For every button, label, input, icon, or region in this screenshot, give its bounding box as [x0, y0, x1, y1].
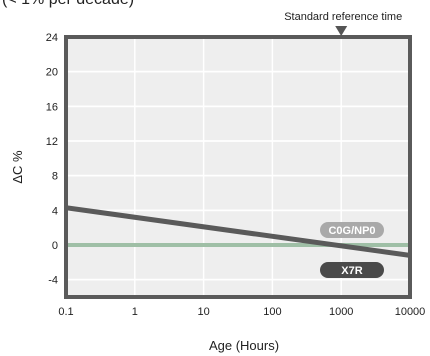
y-tick-label: 4: [52, 205, 58, 217]
y-tick-label: 8: [52, 171, 58, 183]
series-group: [66, 205, 410, 258]
x-axis-label: Age (Hours): [209, 338, 279, 353]
x-tick-label: 1: [132, 306, 138, 318]
plot-area: [66, 37, 410, 297]
annotation-label: Standard reference time: [284, 11, 402, 23]
x-tick-label: 10: [197, 306, 209, 318]
x-tick-label: 0.1: [58, 306, 73, 318]
series-c0g-label: C0G/NP0: [328, 225, 375, 237]
y-tick-label: 24: [46, 32, 58, 44]
y-tick-label: 12: [46, 136, 58, 148]
series-c0g-pill: [320, 222, 384, 238]
series-line-x7r: [66, 205, 410, 258]
series-x7r-pill: [320, 262, 384, 278]
y-axis-label: ΔC %: [10, 150, 25, 184]
x-tick-label: 100: [263, 306, 281, 318]
series-x7r-label: X7R: [341, 265, 362, 277]
x-tick-label: 1000: [329, 306, 353, 318]
y-tick-label: 20: [46, 67, 58, 79]
reference-marker-icon: [335, 26, 348, 36]
y-tick-label: -4: [48, 275, 58, 287]
plot-border: [64, 35, 412, 299]
partial-heading: (< 1% per decade): [2, 0, 134, 9]
x-tick-label: 10000: [395, 306, 426, 318]
y-tick-label: 0: [52, 240, 58, 252]
y-tick-label: 16: [46, 101, 58, 113]
